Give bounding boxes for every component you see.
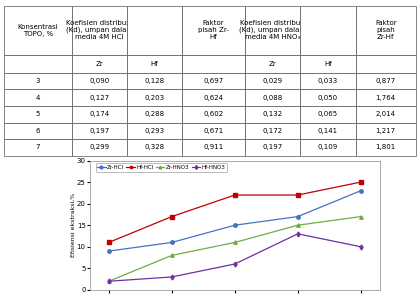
- Hf-HNO3: [106, 280, 111, 283]
- Zr-HCl: [358, 189, 363, 193]
- Hf-HNO3: [169, 275, 174, 279]
- Zr-HNO3: [295, 223, 300, 227]
- Zr-HNO3: [358, 215, 363, 218]
- Line: Hf-HNO3: Hf-HNO3: [107, 232, 362, 283]
- Zr-HCl: [232, 223, 237, 227]
- Hf-HCl: [169, 215, 174, 218]
- Hf-HNO3: [232, 262, 237, 266]
- Zr-HNO3: [232, 241, 237, 244]
- Hf-HNO3: [358, 245, 363, 248]
- Hf-HCl: [232, 193, 237, 197]
- Hf-HNO3: [295, 232, 300, 235]
- Zr-HNO3: [169, 254, 174, 257]
- Y-axis label: Efisiensi ekstraksi,%: Efisiensi ekstraksi,%: [70, 193, 75, 257]
- Legend: Zr-HCl, Hf-HCl, Zr-HNO3, Hf-HNO3: Zr-HCl, Hf-HCl, Zr-HNO3, Hf-HNO3: [96, 163, 227, 172]
- Zr-HNO3: [106, 280, 111, 283]
- Line: Hf-HCl: Hf-HCl: [107, 180, 362, 244]
- Hf-HCl: [106, 241, 111, 244]
- Hf-HCl: [358, 180, 363, 184]
- Zr-HCl: [295, 215, 300, 218]
- Line: Zr-HCl: Zr-HCl: [107, 189, 362, 253]
- Zr-HCl: [106, 249, 111, 253]
- Hf-HCl: [295, 193, 300, 197]
- Line: Zr-HNO3: Zr-HNO3: [107, 215, 362, 283]
- Zr-HCl: [169, 241, 174, 244]
